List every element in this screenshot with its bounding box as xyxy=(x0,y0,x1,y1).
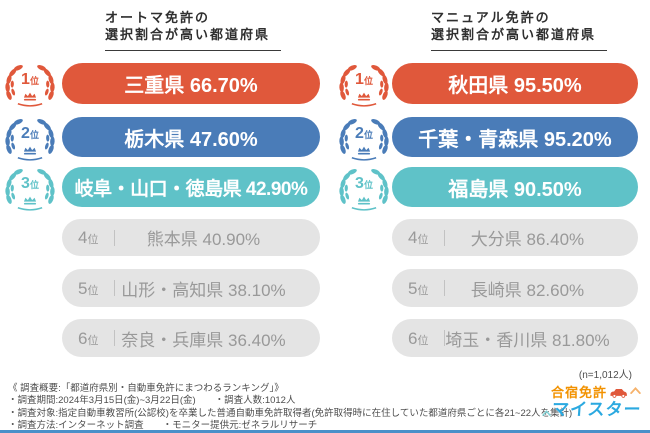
rank-pill-label: 奈良・兵庫県 36.40% xyxy=(121,330,286,350)
sample-size-note: (n=1,012人) xyxy=(578,370,632,381)
title-line-2: 選択割合が高い都道府県 xyxy=(105,27,271,42)
rank-row-4: 4位 熊本県 40.90% xyxy=(0,219,325,256)
rank-badge: 1位 xyxy=(355,71,373,88)
divider xyxy=(444,280,445,296)
rank-bar-label: 栃木県 47.60% xyxy=(124,128,258,151)
rank-bar: 福島県 90.50% xyxy=(392,167,638,207)
rank-badge: 5位 xyxy=(408,278,429,298)
laurel-wreath-icon: 2位 xyxy=(2,114,58,166)
title-line-2: 選択割合が高い都道府県 xyxy=(431,27,597,42)
laurel-wreath-icon: 2位 xyxy=(336,114,392,166)
survey-line-4: ・調査方法:インターネット調査 ・モニター提供元:ゼネラルリサーチ xyxy=(8,419,318,431)
rank-row-1: 1位 秋田県 95.50% xyxy=(325,63,650,104)
rank-bar: 栃木県 47.60% xyxy=(62,117,320,157)
rank-pill: 5位 山形・高知県 38.10% xyxy=(62,269,320,307)
laurel-wreath-icon: 3位 xyxy=(2,164,58,216)
rank-pill: 5位 長崎県 82.60% xyxy=(392,269,638,307)
roof-icon-small xyxy=(541,410,551,416)
rank-pill-label: 埼玉・香川県 81.80% xyxy=(445,330,610,350)
rank-pill: 6位 奈良・兵庫県 36.40% xyxy=(62,319,320,357)
car-icon xyxy=(610,388,627,398)
survey-line-1: 《 調査概要:「都道府県別・自動車免許にまつわるランキング」》 xyxy=(8,383,284,394)
rank-row-6: 6位 奈良・兵庫県 36.40% xyxy=(0,319,325,357)
rank-badge: 2位 xyxy=(355,125,373,142)
rank-badge: 4位 xyxy=(408,228,429,247)
rank-pill-label: 山形・高知県 38.10% xyxy=(121,280,286,300)
rank-badge: 6位 xyxy=(78,328,99,348)
rank-pill: 4位 大分県 86.40% xyxy=(392,219,638,256)
survey-line-3: ・調査対象:指定自動車教習所(公認校)を卒業した普通自動車免許取得者(免許取得時… xyxy=(8,407,573,419)
rank-row-2: 2位 栃木県 47.60% xyxy=(0,117,325,157)
rank-badge: 6位 xyxy=(408,328,429,348)
rank-row-6: 6位 埼玉・香川県 81.80% xyxy=(325,319,650,357)
title-line-1: オートマ免許の xyxy=(105,10,211,25)
rank-bar-label: 秋田県 95.50% xyxy=(448,75,582,97)
rank-row-3: 3位 岐阜・山口・徳島県 42.90% xyxy=(0,167,325,207)
survey-line-2: ・調査期間:2024年3月15日(金)~3月22日(金) ・調査人数:1012人 xyxy=(8,395,296,407)
rank-bar-label: 三重県 66.70% xyxy=(124,75,258,97)
divider xyxy=(444,229,445,246)
logo-text-bottom: マイスター xyxy=(550,400,642,419)
rank-pill: 6位 埼玉・香川県 81.80% xyxy=(392,319,638,357)
rank-bar-label: 福島県 90.50% xyxy=(448,178,582,201)
column-manual-title: マニュアル免許の 選択割合が高い都道府県 xyxy=(431,9,607,51)
rank-pill-label: 大分県 86.40% xyxy=(470,230,585,249)
rank-badge: 3位 xyxy=(21,175,39,192)
rank-row-5: 5位 山形・高知県 38.10% xyxy=(0,269,325,307)
rank-row-2: 2位 千葉・青森県 95.20% xyxy=(325,117,650,157)
rank-bar: 三重県 66.70% xyxy=(62,63,320,104)
rank-row-4: 4位 大分県 86.40% xyxy=(325,219,650,256)
rank-bar: 秋田県 95.50% xyxy=(392,63,638,104)
laurel-wreath-icon: 1位 xyxy=(2,60,58,112)
rank-pill: 4位 熊本県 40.90% xyxy=(62,219,320,256)
rank-badge: 2位 xyxy=(21,125,39,142)
divider xyxy=(114,229,115,246)
rank-badge: 3位 xyxy=(355,175,373,192)
laurel-wreath-icon: 1位 xyxy=(336,60,392,112)
column-manual: マニュアル免許の 選択割合が高い都道府県 1位 秋田県 95.50% 2位 千葉… xyxy=(325,0,650,372)
rank-bar: 岐阜・山口・徳島県 42.90% xyxy=(62,167,320,207)
rank-pill-label: 長崎県 82.60% xyxy=(470,280,585,300)
laurel-wreath-icon: 3位 xyxy=(336,164,392,216)
rank-row-3: 3位 福島県 90.50% xyxy=(325,167,650,207)
rank-badge: 1位 xyxy=(21,71,39,88)
rank-row-1: 1位 三重県 66.70% xyxy=(0,63,325,104)
survey-overview: 《 調査概要:「都道府県別・自動車免許にまつわるランキング」》 ・調査期間:20… xyxy=(8,383,572,432)
rank-row-5: 5位 長崎県 82.60% xyxy=(325,269,650,307)
divider xyxy=(114,330,115,346)
logo-text-top: 合宿免許 xyxy=(550,385,607,400)
roof-icon xyxy=(630,387,641,394)
divider xyxy=(114,280,115,296)
title-line-1: マニュアル免許の xyxy=(431,10,551,25)
rank-bar-label: 岐阜・山口・徳島県 42.90% xyxy=(74,178,308,200)
rank-bar-label: 千葉・青森県 95.20% xyxy=(418,128,612,151)
column-automatic: オートマ免許の 選択割合が高い都道府県 1位 三重県 66.70% 2位 栃木県… xyxy=(0,0,325,372)
rank-pill-label: 熊本県 40.90% xyxy=(146,230,261,249)
rank-badge: 5位 xyxy=(78,278,99,298)
rank-bar: 千葉・青森県 95.20% xyxy=(392,117,638,157)
divider xyxy=(444,330,445,346)
column-automatic-title: オートマ免許の 選択割合が高い都道府県 xyxy=(105,9,281,51)
bottom-border-line xyxy=(0,430,650,433)
brand-logo: 合宿免許 マイスター xyxy=(541,385,642,419)
rank-badge: 4位 xyxy=(78,228,99,247)
